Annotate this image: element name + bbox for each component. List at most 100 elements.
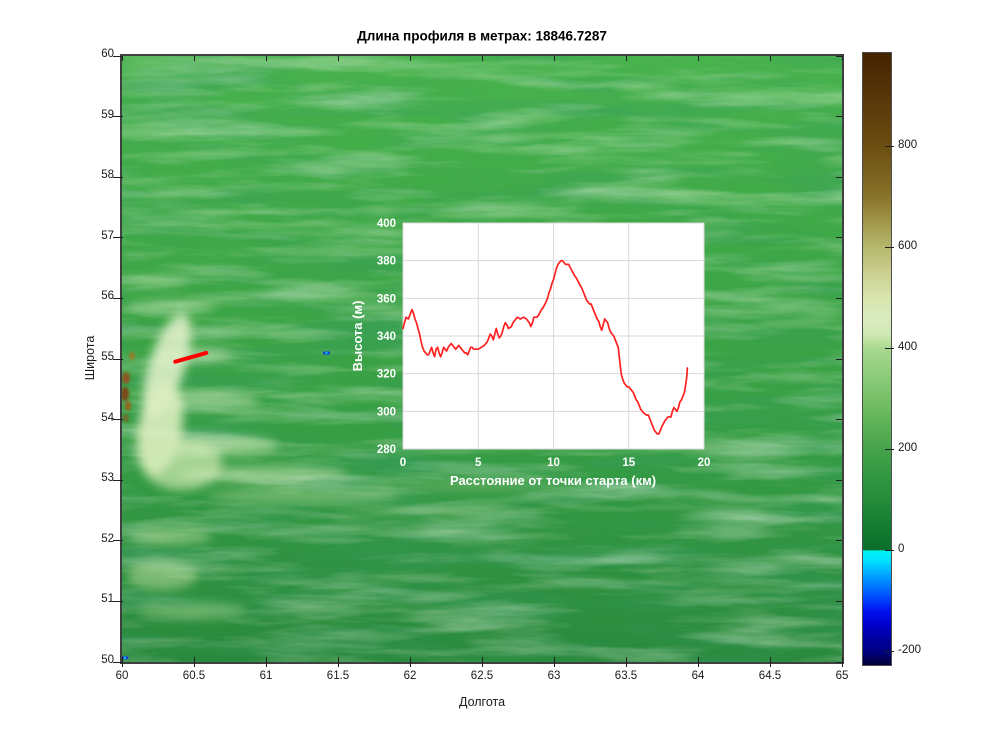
terrain-map-image — [122, 56, 842, 662]
map-x-tick — [553, 657, 555, 667]
inset-y-tick-label: 400 — [377, 218, 396, 230]
map-y-tick-label: 56 — [101, 290, 114, 303]
inset-x-tick-label: 0 — [400, 457, 406, 469]
map-water-point-highlight — [123, 656, 126, 659]
inset-gridlines — [402, 222, 705, 450]
map-x-tick-label: 62 — [403, 670, 417, 682]
map-y-tick-label: 50 — [101, 654, 114, 666]
map-x-tick-top — [193, 56, 195, 61]
colorbar-tick — [885, 247, 894, 249]
map-y-tick-right — [836, 479, 842, 481]
map-y-tick — [113, 237, 123, 239]
colorbar — [862, 52, 892, 666]
map-y-tick-label: 52 — [101, 532, 114, 545]
map-x-tick — [769, 657, 771, 667]
map-x-tick-label: 65 — [835, 670, 849, 682]
map-y-tick-label: 57 — [101, 229, 114, 242]
map-x-tick-top — [121, 56, 123, 61]
map-x-tick-top — [553, 56, 555, 61]
map-y-tick-label: 59 — [101, 108, 114, 121]
map-x-tick — [481, 657, 483, 667]
map-x-tick — [265, 657, 267, 667]
map-y-tick-right — [836, 600, 842, 602]
colorbar-tick — [885, 651, 894, 653]
map-x-tick — [841, 657, 843, 667]
map-y-tick — [113, 176, 123, 178]
elevation-profile-chart: 280 300 320 340 360 380 400 0 5 10 15 20 Высота (м)… — [340, 200, 720, 500]
map-x-tick-label: 63 — [547, 670, 561, 682]
map-x-tick-top — [409, 56, 411, 61]
colorbar-tick — [885, 348, 894, 350]
colorbar-tick-label: 200 — [898, 441, 918, 454]
map-y-tick — [113, 358, 123, 360]
map-x-tick — [193, 657, 195, 667]
map-x-tick-top — [697, 56, 699, 61]
map-y-tick — [113, 116, 123, 118]
map-x-tick — [697, 657, 699, 667]
map-y-tick — [113, 419, 123, 421]
inset-x-tick-label: 15 — [622, 457, 635, 469]
colorbar-tick — [885, 550, 894, 552]
inset-y-tick-label: 380 — [377, 256, 396, 268]
map-plot-area[interactable] — [120, 54, 844, 664]
map-x-tick — [409, 657, 411, 667]
map-y-tick-label: 60 — [101, 48, 114, 60]
map-x-tick-top — [481, 56, 483, 61]
elevation-profile-line — [402, 259, 689, 435]
inset-y-axis-label: Высота (м) — [350, 301, 365, 372]
map-x-tick-label: 61 — [259, 670, 273, 682]
map-x-tick-top — [841, 56, 843, 61]
map-x-tick-label: 60 — [115, 670, 129, 682]
map-x-tick-top — [265, 56, 267, 61]
inset-tick-labels: 280 300 320 340 360 380 400 0 5 10 15 20 — [377, 218, 711, 469]
map-x-tick-label: 64 — [691, 670, 705, 682]
inset-y-tick-label: 300 — [377, 406, 396, 418]
map-y-tick-right — [836, 237, 842, 239]
colorbar-tick-label: 0 — [898, 542, 905, 555]
inset-x-tick-label: 5 — [475, 457, 482, 469]
colorbar-tick — [885, 449, 894, 451]
map-highland-patches — [127, 230, 742, 619]
map-y-tick — [113, 600, 123, 602]
map-x-tick-top — [337, 56, 339, 61]
inset-y-tick-label: 340 — [377, 331, 396, 343]
map-y-tick — [113, 540, 123, 542]
colorbar-tick-label: 600 — [898, 239, 918, 252]
map-y-tick-label: 58 — [101, 169, 114, 182]
map-profile-segment — [173, 350, 209, 364]
figure-title: Длина профиля в метрах: 18846.7287 — [357, 28, 607, 44]
map-mountain-spots — [122, 352, 135, 422]
map-x-tick-top — [769, 56, 771, 61]
map-y-tick — [113, 661, 123, 663]
map-x-tick-label: 63.5 — [614, 670, 638, 682]
inset-y-tick-label: 320 — [377, 369, 396, 381]
map-y-tick — [113, 479, 123, 481]
map-x-tick-label: 61.5 — [326, 670, 350, 682]
colorbar-tick-label: 400 — [898, 340, 918, 353]
map-x-tick-label: 62.5 — [470, 670, 494, 682]
colorbar-tick — [885, 146, 894, 148]
colorbar-tick-label: 800 — [898, 138, 918, 151]
map-x-tick — [337, 657, 339, 667]
inset-x-tick-label: 10 — [547, 457, 560, 469]
inset-y-tick-label: 360 — [377, 293, 396, 305]
map-x-tick-label: 60.5 — [182, 670, 206, 682]
map-y-tick-right — [836, 358, 842, 360]
map-x-axis-label: Долгота — [458, 695, 506, 709]
map-x-tick — [625, 657, 627, 667]
map-x-tick-top — [625, 56, 627, 61]
map-y-tick — [113, 55, 123, 57]
colorbar-tick-label: -200 — [898, 643, 922, 656]
map-y-tick-label: 54 — [101, 411, 114, 424]
map-y-tick-right — [836, 419, 842, 421]
map-y-tick-right — [836, 661, 842, 663]
map-water-point-highlight — [325, 351, 328, 354]
map-y-tick — [113, 297, 123, 299]
map-y-tick-right — [836, 540, 842, 542]
inset-x-axis-label: Расстояние от точки старта (км) — [450, 473, 656, 488]
inset-y-tick-label: 280 — [377, 444, 396, 456]
map-y-tick-right — [836, 297, 842, 299]
map-y-tick-label: 53 — [101, 472, 114, 485]
map-y-tick-right — [836, 176, 842, 178]
